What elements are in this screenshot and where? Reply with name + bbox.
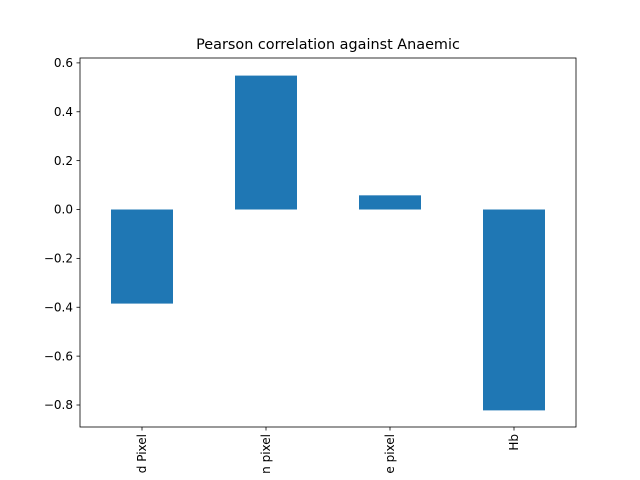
chart-title: Pearson correlation against Anaemic (196, 37, 460, 53)
y-tick-label-6: 0.4 (54, 105, 73, 119)
bar-1 (235, 75, 297, 210)
y-tick-label-7: 0.6 (54, 56, 73, 70)
y-axis: −0.8 −0.6 −0.4 −0.2 0.0 0.2 0.4 0.6 (44, 56, 80, 412)
y-tick-label-2: −0.4 (44, 300, 73, 314)
y-tick-label-4: 0.0 (54, 203, 73, 217)
x-tick-label-3: Hb (507, 434, 521, 451)
x-tick-label-2: e pixel (383, 434, 397, 474)
bar-2 (359, 195, 421, 210)
bars-group (111, 75, 545, 411)
y-tick-label-0: −0.8 (44, 398, 73, 412)
y-tick-label-5: 0.2 (54, 154, 73, 168)
bar-0 (111, 209, 173, 304)
plot-frame (79, 57, 577, 428)
x-axis: d Pixel n pixel e pixel Hb (135, 427, 521, 474)
y-tick-label-3: −0.2 (44, 252, 73, 266)
y-tick-label-1: −0.6 (44, 349, 73, 363)
x-tick-label-1: n pixel (259, 434, 273, 474)
bar-3 (483, 209, 545, 411)
x-tick-label-0: d Pixel (135, 434, 149, 473)
